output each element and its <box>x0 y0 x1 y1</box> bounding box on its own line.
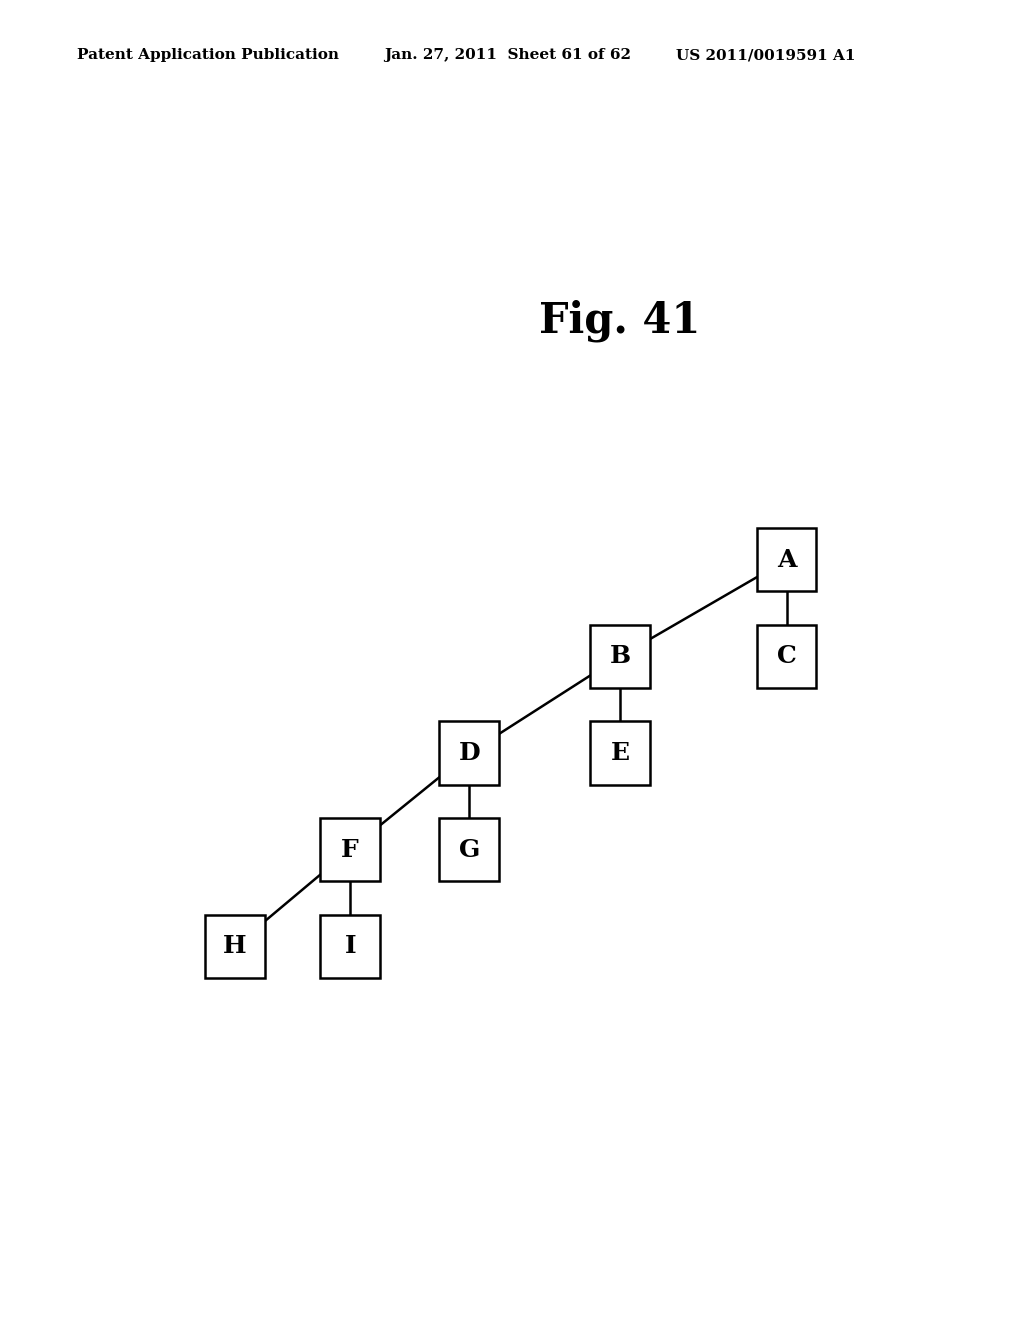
Text: Fig. 41: Fig. 41 <box>540 300 700 342</box>
Text: G: G <box>459 838 480 862</box>
FancyBboxPatch shape <box>321 915 380 978</box>
Text: B: B <box>609 644 631 668</box>
FancyBboxPatch shape <box>590 624 650 688</box>
Text: F: F <box>341 838 359 862</box>
Text: I: I <box>344 935 356 958</box>
Text: A: A <box>777 548 797 572</box>
FancyBboxPatch shape <box>206 915 265 978</box>
Text: C: C <box>777 644 797 668</box>
FancyBboxPatch shape <box>590 722 650 784</box>
Text: E: E <box>610 741 630 766</box>
FancyBboxPatch shape <box>757 528 816 591</box>
FancyBboxPatch shape <box>439 722 499 784</box>
FancyBboxPatch shape <box>321 818 380 880</box>
Text: US 2011/0019591 A1: US 2011/0019591 A1 <box>676 49 855 62</box>
Text: D: D <box>459 741 480 766</box>
Text: Jan. 27, 2011  Sheet 61 of 62: Jan. 27, 2011 Sheet 61 of 62 <box>384 49 631 62</box>
FancyBboxPatch shape <box>757 624 816 688</box>
Text: H: H <box>223 935 247 958</box>
FancyBboxPatch shape <box>439 818 499 880</box>
Text: Patent Application Publication: Patent Application Publication <box>77 49 339 62</box>
